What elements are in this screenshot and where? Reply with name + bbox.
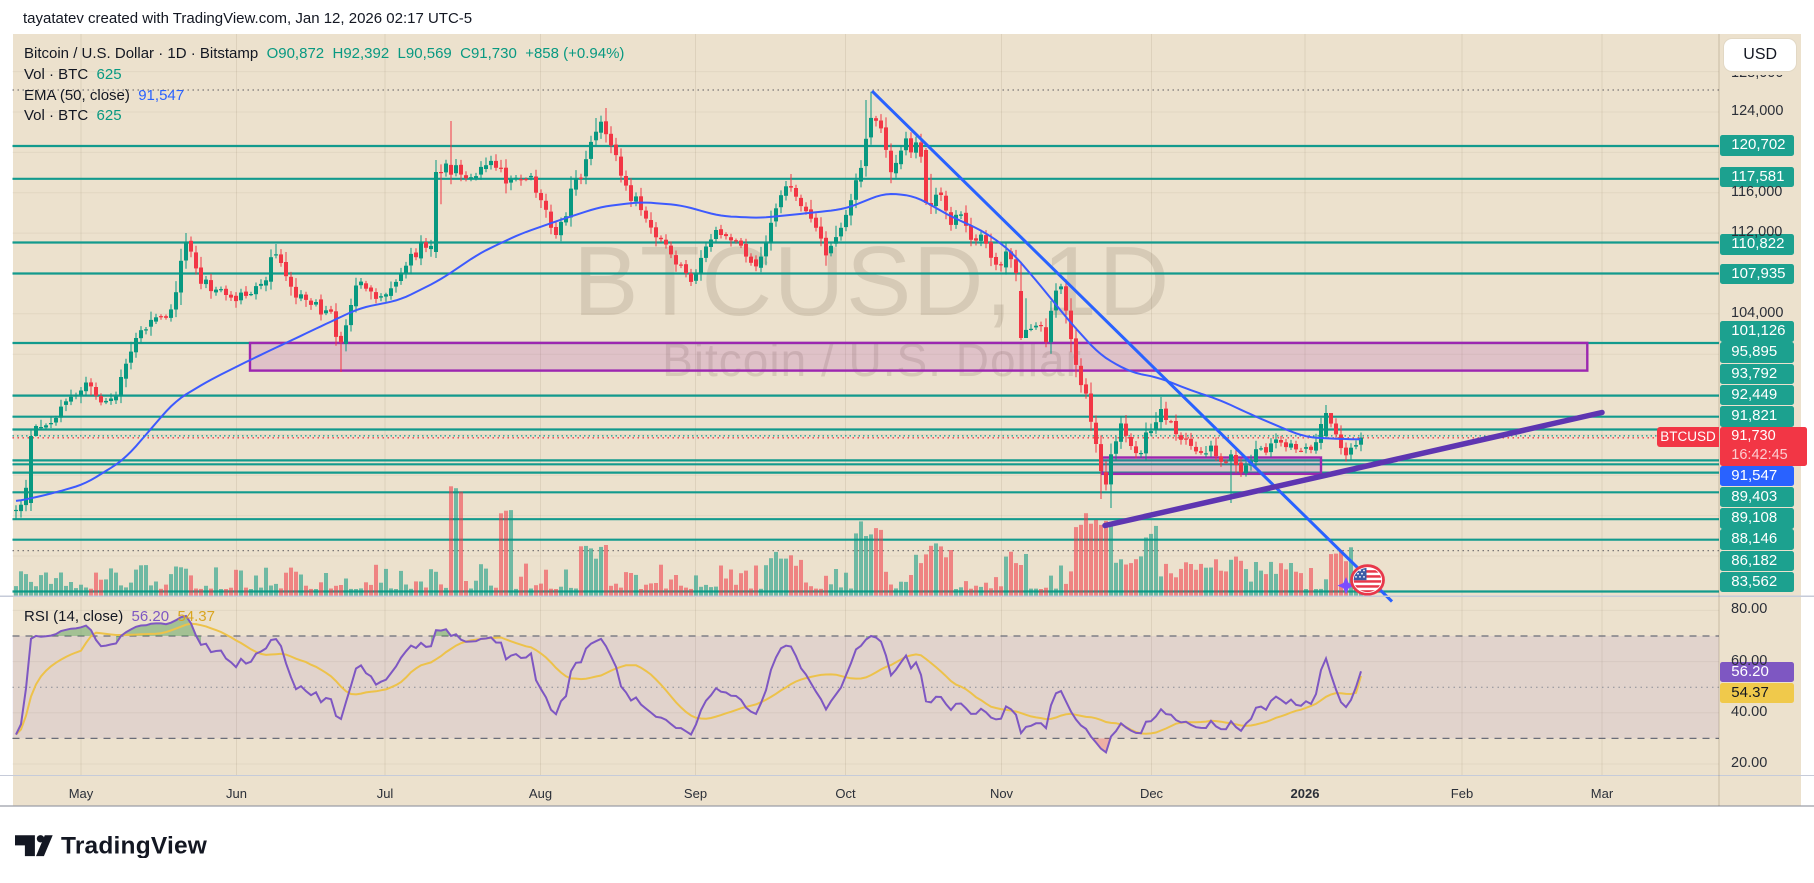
svg-text:TradingView: TradingView bbox=[61, 834, 208, 858]
